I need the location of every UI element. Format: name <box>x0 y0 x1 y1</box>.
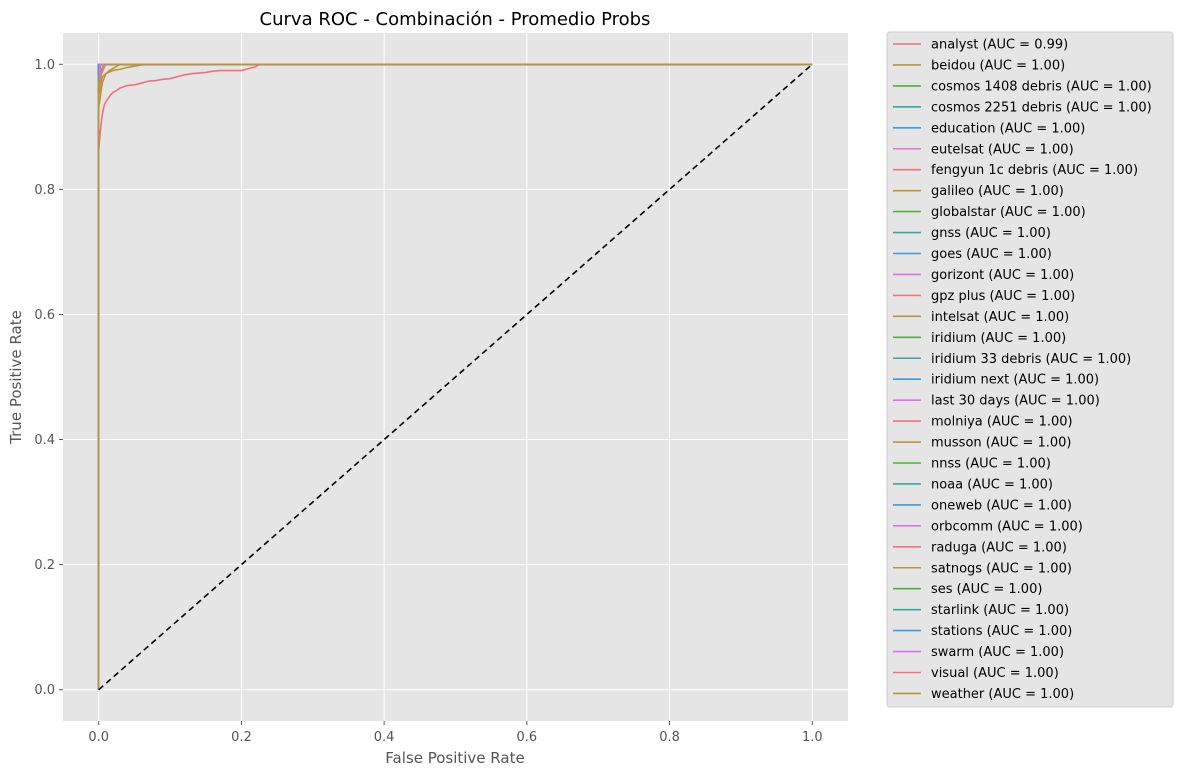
legend-label: musson (AUC = 1.00) <box>931 436 1072 451</box>
legend-item: starlink (AUC = 1.00) <box>893 603 1069 618</box>
legend-label: iridium 33 debris (AUC = 1.00) <box>931 352 1131 367</box>
legend-label: last 30 days (AUC = 1.00) <box>931 394 1100 409</box>
legend-item: swarm (AUC = 1.00) <box>893 645 1064 660</box>
legend-label: cosmos 1408 debris (AUC = 1.00) <box>931 79 1152 94</box>
x-axis-label: False Positive Rate <box>385 749 524 767</box>
legend-item: goes (AUC = 1.00) <box>893 247 1052 262</box>
legend-label: analyst (AUC = 0.99) <box>931 38 1068 53</box>
legend-item: musson (AUC = 1.00) <box>893 436 1072 451</box>
legend-label: noaa (AUC = 1.00) <box>931 477 1053 492</box>
legend-item: weather (AUC = 1.00) <box>893 687 1074 702</box>
legend-label: satnogs (AUC = 1.00) <box>931 561 1072 576</box>
legend-label: gorizont (AUC = 1.00) <box>931 268 1074 283</box>
series-line <box>97 63 813 690</box>
legend-item: iridium next (AUC = 1.00) <box>893 373 1099 388</box>
legend-label: oneweb (AUC = 1.00) <box>931 498 1072 513</box>
legend-label: goes (AUC = 1.00) <box>931 247 1052 262</box>
legend-label: galileo (AUC = 1.00) <box>931 184 1064 199</box>
legend-item: stations (AUC = 1.00) <box>893 624 1072 639</box>
legend-item: globalstar (AUC = 1.00) <box>893 205 1086 220</box>
legend-label: visual (AUC = 1.00) <box>931 666 1059 681</box>
legend-item: analyst (AUC = 0.99) <box>893 38 1068 53</box>
legend-box <box>886 31 1174 708</box>
y-tick-label: 0.2 <box>34 558 55 573</box>
legend-item: satnogs (AUC = 1.00) <box>893 561 1072 576</box>
x-tick-label: 0.2 <box>231 730 252 745</box>
legend-item: iridium 33 debris (AUC = 1.00) <box>893 352 1131 367</box>
legend-label: molniya (AUC = 1.00) <box>931 415 1073 430</box>
y-ticks: 0.0 0.2 0.4 0.6 0.8 1.0 <box>34 58 63 698</box>
y-tick-label: 0.4 <box>34 433 55 448</box>
legend-item: visual (AUC = 1.00) <box>893 666 1059 681</box>
legend-label: swarm (AUC = 1.00) <box>931 645 1064 660</box>
legend-item: intelsat (AUC = 1.00) <box>893 310 1069 325</box>
legend-item: cosmos 2251 debris (AUC = 1.00) <box>893 100 1152 115</box>
legend: analyst (AUC = 0.99) beidou (AUC = 1.00) c… <box>886 31 1174 708</box>
legend-item: last 30 days (AUC = 1.00) <box>893 394 1100 409</box>
legend-item: gnss (AUC = 1.00) <box>893 226 1051 241</box>
legend-item: molniya (AUC = 1.00) <box>893 415 1073 430</box>
legend-label: starlink (AUC = 1.00) <box>931 603 1069 618</box>
legend-label: nnss (AUC = 1.00) <box>931 457 1051 472</box>
legend-item: noaa (AUC = 1.00) <box>893 477 1053 492</box>
legend-item: eutelsat (AUC = 1.00) <box>893 142 1074 157</box>
legend-item: education (AUC = 1.00) <box>893 121 1085 136</box>
legend-item: gpz plus (AUC = 1.00) <box>893 289 1075 304</box>
legend-item: fengyun 1c debris (AUC = 1.00) <box>893 163 1138 178</box>
legend-label: eutelsat (AUC = 1.00) <box>931 142 1074 157</box>
grid-lines <box>63 33 848 721</box>
legend-item: ses (AUC = 1.00) <box>893 582 1042 597</box>
series-line <box>97 63 813 690</box>
x-tick-label: 0.8 <box>659 730 680 745</box>
legend-label: intelsat (AUC = 1.00) <box>931 310 1069 325</box>
legend-label: gnss (AUC = 1.00) <box>931 226 1051 241</box>
legend-item: cosmos 1408 debris (AUC = 1.00) <box>893 79 1152 94</box>
legend-item: gorizont (AUC = 1.00) <box>893 268 1074 283</box>
legend-label: beidou (AUC = 1.00) <box>931 58 1065 73</box>
legend-label: raduga (AUC = 1.00) <box>931 540 1067 555</box>
legend-item: iridium (AUC = 1.00) <box>893 331 1066 346</box>
reference-line <box>98 63 813 691</box>
legend-label: fengyun 1c debris (AUC = 1.00) <box>931 163 1138 178</box>
series-lines <box>97 63 813 690</box>
x-tick-label: 0.0 <box>88 730 109 745</box>
legend-item: beidou (AUC = 1.00) <box>893 58 1065 73</box>
legend-label: iridium (AUC = 1.00) <box>931 331 1066 346</box>
legend-label: stations (AUC = 1.00) <box>931 624 1072 639</box>
y-tick-label: 0.0 <box>34 683 55 698</box>
y-tick-label: 1.0 <box>34 58 55 73</box>
y-tick-label: 0.8 <box>34 183 55 198</box>
legend-item: nnss (AUC = 1.00) <box>893 457 1051 472</box>
legend-label: globalstar (AUC = 1.00) <box>931 205 1086 220</box>
diagonal-reference-line <box>98 63 813 691</box>
x-ticks: 0.0 0.2 0.4 0.6 0.8 1.0 <box>88 721 823 745</box>
legend-label: gpz plus (AUC = 1.00) <box>931 289 1075 304</box>
legend-label: orbcomm (AUC = 1.00) <box>931 519 1083 534</box>
legend-label: weather (AUC = 1.00) <box>931 687 1074 702</box>
legend-label: ses (AUC = 1.00) <box>931 582 1042 597</box>
x-tick-label: 1.0 <box>802 730 823 745</box>
legend-item: oneweb (AUC = 1.00) <box>893 498 1072 513</box>
x-tick-label: 0.4 <box>374 730 395 745</box>
legend-label: cosmos 2251 debris (AUC = 1.00) <box>931 100 1152 115</box>
legend-item: galileo (AUC = 1.00) <box>893 184 1064 199</box>
legend-item: orbcomm (AUC = 1.00) <box>893 519 1083 534</box>
legend-item: raduga (AUC = 1.00) <box>893 540 1067 555</box>
y-axis-label: True Positive Rate <box>7 310 25 445</box>
legend-label: iridium next (AUC = 1.00) <box>931 373 1099 388</box>
legend-label: education (AUC = 1.00) <box>931 121 1085 136</box>
y-tick-label: 0.6 <box>34 308 55 323</box>
chart-title: Curva ROC - Combinación - Promedio Probs <box>260 9 651 30</box>
x-tick-label: 0.6 <box>517 730 538 745</box>
